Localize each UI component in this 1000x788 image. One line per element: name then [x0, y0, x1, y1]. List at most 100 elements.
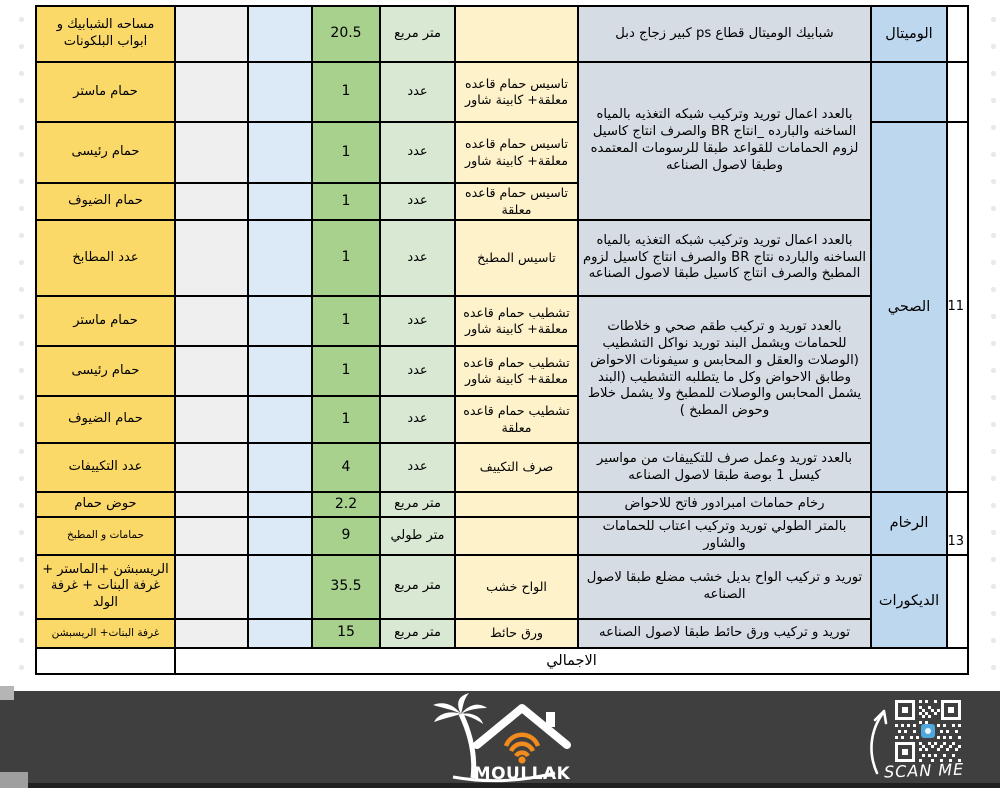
- qty-cell: 4: [311, 442, 381, 493]
- category-cell: الديكورات: [870, 553, 948, 649]
- qty-cell: 20.5: [311, 5, 381, 63]
- blank-cell: [174, 219, 249, 297]
- desc-cell: بالعدد اعمال توريد وتركيب شبكه التغذيه ب…: [577, 219, 872, 297]
- category-cell: الصحي: [870, 121, 948, 493]
- blank-cell: [35, 646, 176, 675]
- qty-cell: 1: [311, 395, 381, 444]
- sub-desc-cell: تاسيس حمام قاعده معلقة: [454, 182, 579, 221]
- table-row: توريد و تركيب ورق حائط طبقا لاصول الصناع…: [35, 617, 968, 649]
- corner-mark: [0, 772, 28, 788]
- qty-cell: 1: [311, 61, 381, 123]
- ref-number-cell: [946, 61, 969, 123]
- unit-cell: عدد: [379, 219, 456, 297]
- unit-cell: متر مربع: [379, 553, 456, 620]
- sub-desc-cell: [454, 491, 579, 518]
- desc-cell: بالعدد اعمال توريد وتركيب شبكه التغذيه ب…: [577, 61, 872, 221]
- sub-desc-cell: تشطيب حمام قاعده معلقة+ كابينة شاور: [454, 345, 579, 397]
- blank-cell: [174, 295, 249, 347]
- unit-cell: عدد: [379, 182, 456, 221]
- desc-cell: شبابيك الوميتال قطاع ps كبير زجاج دبل: [577, 5, 872, 63]
- category-cell: الوميتال: [870, 5, 948, 63]
- qty-cell: 1: [311, 182, 381, 221]
- qty-cell: 1: [311, 219, 381, 297]
- table-row: تشطيب حمام قاعده معلقة عدد 1 حمام الضيوف: [35, 395, 968, 444]
- sub-desc-cell: تشطيب حمام قاعده معلقة: [454, 395, 579, 444]
- category-cell: [870, 61, 948, 123]
- table-row: بالعدد اعمال توريد وتركيب شبكه التغذيه ب…: [35, 219, 968, 297]
- unit-cell: عدد: [379, 295, 456, 347]
- qr-code: [895, 700, 963, 762]
- table-row: بالمتر الطولي توريد وتركيب اعتاب للحماما…: [35, 516, 968, 556]
- qty-cell: 9: [311, 516, 381, 556]
- unit-cell: عدد: [379, 121, 456, 184]
- palm-tree-icon: [433, 693, 556, 783]
- table-row: الديكورات توريد و تركيب الواح بديل خشب م…: [35, 553, 969, 649]
- bill-of-quantities-table: الوميتال شبابيك الوميتال قطاع ps كبير زج…: [35, 5, 969, 675]
- unit-cell: عدد: [379, 395, 456, 444]
- unit-cell: عدد: [379, 345, 456, 397]
- item-cell: عدد المطابخ: [35, 219, 176, 297]
- sub-desc-cell: ورق حائط: [454, 617, 579, 649]
- qty-cell: 15: [311, 617, 381, 649]
- unit-cell: متر مربع: [379, 617, 456, 649]
- desc-cell: توريد و تركيب ورق حائط طبقا لاصول الصناع…: [577, 617, 872, 649]
- blank-cell: [247, 182, 313, 221]
- blank-cell: [247, 442, 313, 493]
- qty-cell: 1: [311, 345, 381, 397]
- desc-cell: رخام حمامات امبرادور فاتح للاحواض: [577, 491, 872, 518]
- table-row: بالعدد توريد و تركيب طقم صحي و خلاطات لل…: [35, 295, 968, 444]
- blank-cell: [174, 553, 249, 620]
- blank-cell: [174, 491, 249, 518]
- blank-cell: [174, 5, 249, 63]
- scan-me-label: SCAN ME: [883, 759, 965, 782]
- qr-code-graphic: [895, 700, 961, 762]
- corner-mark: [0, 686, 14, 700]
- unit-cell: متر مربع: [379, 491, 456, 518]
- sub-desc-cell: تاسيس المطبخ: [454, 219, 579, 297]
- sub-desc-cell: تشطيب حمام قاعده معلقة+ كابينة شاور: [454, 295, 579, 347]
- bottom-strip: [0, 783, 1000, 788]
- sub-desc-cell: [454, 5, 579, 63]
- qty-cell: 2.2: [311, 491, 381, 518]
- qty-cell: 1: [311, 295, 381, 347]
- total-row: الاجمالي: [35, 646, 969, 675]
- sub-desc-cell: [454, 516, 579, 556]
- item-cell: عدد التكييفات: [35, 442, 176, 493]
- blank-cell: [247, 491, 313, 518]
- blank-cell: [247, 345, 313, 397]
- category-cell: الرخام: [870, 491, 948, 556]
- unit-cell: متر طولي: [379, 516, 456, 556]
- blank-cell: [174, 182, 249, 221]
- unit-cell: متر مربع: [379, 5, 456, 63]
- item-cell: حمام الضيوف: [35, 395, 176, 444]
- blank-cell: [174, 395, 249, 444]
- logo-graphic: MOULLAK: [433, 693, 571, 784]
- item-cell: حمام رئيسى: [35, 345, 176, 397]
- table-row: 11 الصحي تاسيس حمام قاعده معلقة+ كابينة …: [35, 121, 969, 493]
- item-cell: حمامات و المطبخ: [35, 516, 176, 556]
- blank-cell: [247, 516, 313, 556]
- item-cell: مساحه الشبابيك و ابواب البلكونات: [35, 5, 176, 63]
- unit-cell: عدد: [379, 442, 456, 493]
- desc-cell: بالمتر الطولي توريد وتركيب اعتاب للحماما…: [577, 516, 872, 556]
- blank-cell: [174, 617, 249, 649]
- item-cell: حمام رئيسى: [35, 121, 176, 184]
- brand-name-label: MOULLAK: [474, 764, 571, 784]
- blank-cell: [247, 395, 313, 444]
- sub-desc-cell: تاسيس حمام قاعده معلقة+ كابينة شاور: [454, 61, 579, 123]
- blank-cell: [247, 295, 313, 347]
- total-cell: الاجمالي: [174, 646, 969, 675]
- moullak-logo: MOULLAK: [425, 693, 575, 785]
- desc-cell: توريد و تركيب الواح بديل خشب مضلع طبقا ل…: [577, 553, 872, 620]
- blank-cell: [174, 442, 249, 493]
- ref-number-cell: 11: [946, 121, 969, 493]
- blank-cell: [174, 345, 249, 397]
- sub-desc-cell: الواح خشب: [454, 553, 579, 620]
- item-cell: حمام ماستر: [35, 61, 176, 123]
- wifi-icon: [503, 732, 541, 764]
- qty-cell: 1: [311, 121, 381, 184]
- table-row: الوميتال شبابيك الوميتال قطاع ps كبير زج…: [35, 5, 969, 63]
- item-cell: حوض حمام: [35, 491, 176, 518]
- table-row: تشطيب حمام قاعده معلقة+ كابينة شاور عدد …: [35, 345, 968, 397]
